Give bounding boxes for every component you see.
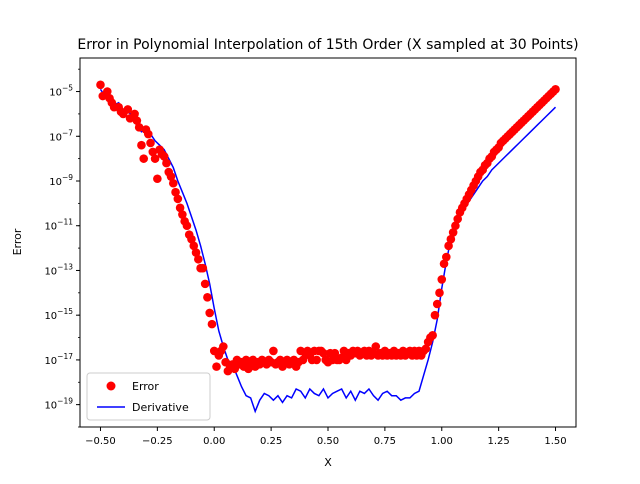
error-point [146, 138, 155, 148]
error-point [96, 80, 105, 90]
error-point [428, 331, 437, 340]
x-tick-label: 1.50 [544, 436, 566, 447]
y-tick-label: 10−15 [44, 307, 73, 322]
y-tick-label: 10−17 [44, 352, 73, 367]
error-point [168, 178, 178, 188]
error-point [319, 348, 328, 358]
error-point [134, 123, 144, 132]
error-point [298, 355, 308, 365]
error-point [207, 319, 217, 329]
error-point [200, 279, 210, 289]
x-tick-label: 0.25 [260, 436, 282, 447]
error-point [435, 288, 444, 298]
error-point [137, 140, 146, 150]
error-point [212, 362, 221, 371]
y-tick-label: 10−5 [49, 84, 73, 99]
series-error-points [96, 80, 560, 376]
x-tick-label: 1.00 [431, 436, 453, 447]
legend-label-error: Error [132, 380, 159, 393]
plot-area [96, 80, 560, 414]
error-point [371, 342, 381, 351]
error-point [139, 154, 149, 163]
error-point [444, 241, 453, 251]
y-tick-label: 10−7 [49, 128, 73, 143]
error-point [437, 275, 447, 284]
error-point [312, 355, 321, 365]
error-point [153, 174, 162, 184]
axes: −0.50 −0.25 0.00 0.25 0.50 0.75 1.00 1.25 1.50 10… [44, 68, 567, 447]
x-tick-label: 0.50 [317, 436, 339, 447]
plot-frame [79, 57, 577, 428]
error-point [442, 252, 451, 262]
error-point [130, 109, 139, 119]
error-point [205, 308, 214, 318]
error-point [173, 194, 183, 204]
error-point [143, 129, 153, 139]
error-point [187, 234, 196, 244]
x-tick-label: −0.50 [85, 436, 116, 447]
error-point [162, 158, 171, 168]
error-point [159, 152, 169, 161]
error-point [448, 228, 458, 237]
error-point [103, 87, 112, 96]
error-point [171, 187, 180, 197]
error-point [330, 348, 340, 358]
error-point [148, 147, 158, 157]
y-tick-label: 10−9 [49, 173, 73, 188]
error-point [269, 346, 278, 356]
error-point [132, 116, 142, 125]
error-point [439, 259, 449, 269]
y-tick-label: 10−11 [44, 218, 73, 233]
legend-label-derivative: Derivative [132, 401, 189, 414]
chart-title: Error in Polynomial Interpolation of 15t… [77, 37, 578, 53]
x-tick-label: 0.00 [203, 436, 225, 447]
error-point [430, 310, 440, 320]
x-tick-label: −0.25 [142, 436, 173, 447]
error-point [219, 342, 228, 351]
error-point [150, 154, 160, 163]
series-line-derivative [99, 88, 557, 414]
error-point [194, 254, 203, 264]
error-point [421, 344, 431, 354]
error-point [123, 105, 133, 114]
error-point [191, 248, 201, 257]
error-point [453, 214, 462, 224]
error-point [451, 221, 460, 231]
y-axis-label: Error [11, 228, 24, 255]
error-point [182, 221, 192, 231]
y-tick-label: 10−19 [44, 397, 73, 412]
error-point [551, 85, 560, 94]
error-point [178, 210, 187, 219]
legend: Error Derivative [86, 372, 211, 421]
error-point [166, 172, 176, 181]
x-axis-label: X [324, 456, 332, 469]
legend-marker-error [106, 381, 116, 391]
error-point [203, 292, 212, 302]
error-point [175, 203, 185, 213]
x-tick-label: 1.25 [488, 436, 510, 447]
error-point [432, 299, 442, 309]
y-tick-label: 10−13 [44, 262, 73, 277]
error-point [198, 263, 208, 273]
error-point [189, 241, 199, 251]
error-point [446, 234, 456, 244]
x-tick-label: 0.75 [374, 436, 396, 447]
legend-box [86, 372, 211, 421]
